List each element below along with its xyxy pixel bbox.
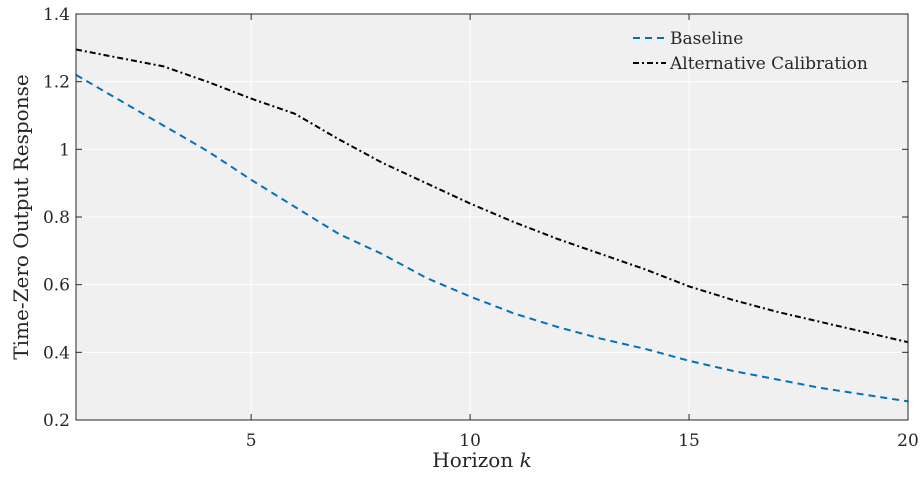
x-tick-label: 20 (897, 431, 919, 451)
legend-label-baseline: Baseline (670, 29, 743, 49)
x-axis-variable: k (520, 448, 532, 472)
series-line-alternative-calibration (75, 48, 909, 344)
x-tick-label: 10 (459, 431, 481, 451)
y-tick-label: 0.2 (43, 411, 70, 431)
y-tick-label: 1.4 (43, 5, 70, 25)
y-tick-label: 1.2 (43, 73, 70, 93)
legend: Baseline Alternative Calibration (633, 29, 868, 74)
x-axis-title: Horizon k (432, 448, 531, 472)
legend-label-alternative-calibration: Alternative Calibration (669, 54, 868, 74)
x-tick-label: 15 (678, 431, 700, 451)
y-tick-label: 1 (59, 140, 70, 160)
y-axis-label: Time-Zero Output Response (9, 74, 33, 359)
y-tick-label: 0.4 (43, 343, 70, 363)
x-axis-label: Horizon (432, 448, 513, 472)
series-lines (75, 48, 909, 403)
axis-ticks: 5 10 15 20 0.2 0.4 0.6 0.8 1 1.2 1.4 (43, 5, 919, 451)
y-tick-label: 0.8 (43, 208, 70, 228)
x-tick-label: 5 (246, 431, 257, 451)
series-line-baseline (75, 74, 909, 403)
y-tick-label: 0.6 (43, 276, 70, 296)
